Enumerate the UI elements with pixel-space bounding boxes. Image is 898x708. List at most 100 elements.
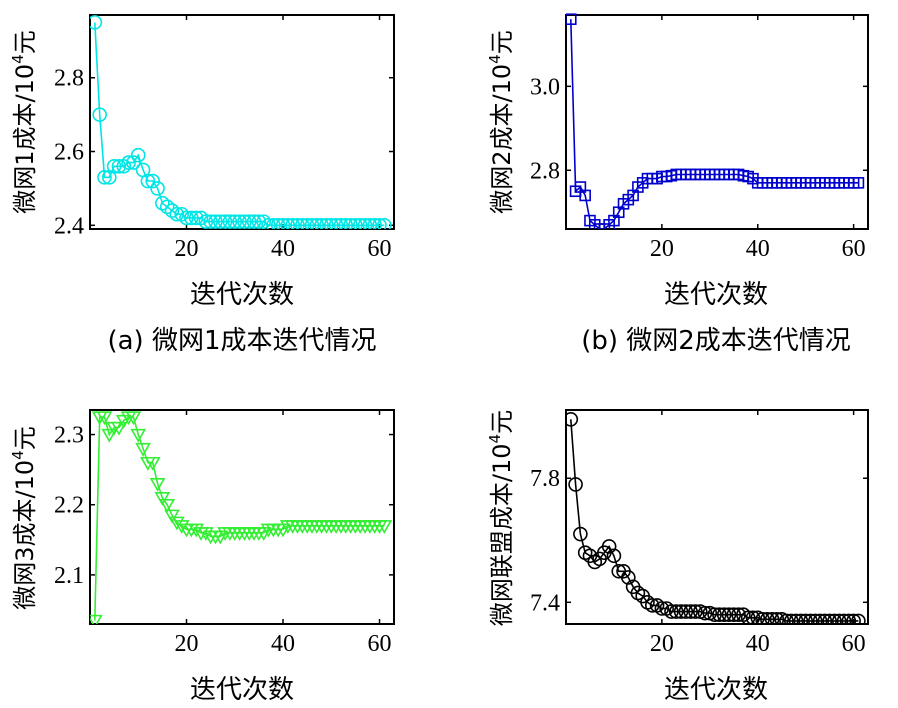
panel-d-ytick-label-7.8: 7.8 [530,466,560,492]
panel-a-point-16 [159,199,175,215]
panel-a-xtick-label-40: 40 [271,236,295,262]
panel-d-ylabel-main: 微网联盟成本/10 [488,443,516,626]
panel-a-point-46 [304,218,320,229]
panel-d-point-36 [731,607,746,622]
panel-d-point-13 [621,570,636,585]
panel-c-point-17 [164,509,180,524]
panel-a-xtick-label-20: 20 [175,236,199,262]
panel-d-xtick-label-20: 20 [650,631,674,657]
panel-c-point-14 [149,477,166,492]
panel-d-point-34 [721,607,737,622]
panel-a-point-57 [357,218,373,229]
panel-b-ylabel-unit: 元 [488,30,516,54]
panel-a-point-8 [121,155,136,170]
panel-a-point-39 [270,218,286,229]
panel-c-point-22 [188,523,205,538]
panel-d-point-48 [788,613,804,624]
panel-d-point-56 [827,613,842,624]
panel-b-plot: 20 40 60 2.8 3.0 [530,13,869,262]
panel-d-point-50 [798,613,813,624]
panel-a-point-24 [198,214,214,229]
svg-text:微网3成本/104元: 微网3成本/104元 [9,426,39,609]
panel-a-caption: (a) 微网1成本迭代情况 [107,326,376,356]
panel-b-xtick-label-20: 20 [650,236,674,262]
panel-d-point-25 [678,604,694,619]
panel-a-point-49 [319,218,334,229]
panel-c-ylabel-main: 微网3成本/10 [11,460,39,610]
panel-a-point-28 [217,214,233,229]
panel-d-point-49 [793,613,809,624]
panel-a-point-55 [348,218,363,229]
panel-a-point-31 [232,214,247,229]
panel-a-ytick-label-2.4: 2.4 [54,213,84,239]
panel-d-point-27 [688,604,703,619]
panel-d-ylabel-unit: 元 [488,410,516,434]
panel-a-ylabel-main: 微网1成本/10 [11,64,39,214]
panel-d-point-60 [846,613,861,624]
panel-b-ylabel-sup: 4 [486,54,504,64]
panel-c-point-1 [90,614,103,624]
panel-d-point-29 [697,605,713,621]
panel-a-point-37 [261,218,276,229]
panel-c-point-3 [96,411,113,426]
panel-c-xtick-label-20: 20 [175,631,199,657]
panel-a-point-18 [169,206,185,222]
panel-a-ytick-label-2.6: 2.6 [54,140,84,166]
panel-d-point-53 [812,613,828,624]
panel-a-point-22 [188,210,204,226]
panel-d-point-51 [803,613,818,624]
panel-a-point-6 [111,158,127,174]
panel-c: 微网3成本/104元 20 40 60 2.1 2.2 2.3 迭代次数 [9,409,395,705]
panel-b-ytick-label-2.8: 2.8 [530,158,560,184]
panel-a-point-26 [208,214,223,229]
panel-c-point-18 [168,516,185,531]
panel-c-xlabel: 迭代次数 [190,675,294,705]
panel-d-point-18 [644,598,660,613]
panel-a-point-44 [295,218,310,229]
panel-a-point-61 [377,218,392,229]
panel-a-point-36 [256,214,272,229]
panel-a-point-43 [290,218,305,229]
panel-a-point-15 [155,195,170,211]
panel-c-point-15 [154,492,171,506]
svg-text:微网2成本/104元: 微网2成本/104元 [486,30,516,213]
panel-d-point-10 [606,548,622,564]
panel-c-point-24 [197,527,214,541]
panel-d-point-32 [712,607,727,622]
panel-a-point-42 [285,218,300,229]
panel-d-xlabel: 迭代次数 [664,675,768,705]
panel-a-series [90,15,392,229]
panel-b-ylabel: 微网2成本/104元 [486,30,516,213]
panel-d-point-43 [764,612,780,624]
panel-a-point-30 [227,214,243,229]
panel-d-point-44 [769,612,785,624]
panel-d-point-39 [745,610,761,624]
panel-d-ylabel: 微网联盟成本/104元 [486,410,516,626]
panel-c-point-6 [111,421,127,436]
panel-b-point-4 [579,189,591,202]
panel-d-point-42 [760,612,775,624]
panel-a-point-50 [323,218,339,229]
panel-a-plot: 20 40 60 2.4 2.6 2.8 [54,14,395,262]
panel-c-point-10 [130,428,147,443]
panel-d-point-38 [740,610,756,624]
panel-a-point-29 [222,214,238,229]
panel-d-point-45 [774,612,790,624]
panel-c-ylabel: 微网3成本/104元 [9,426,39,609]
panel-b-series [566,13,865,229]
panel-a-point-47 [309,218,325,229]
panel-d-point-40 [750,610,766,624]
panel-c-ylabel-unit: 元 [11,426,39,450]
panel-c-xtick-label-60: 60 [368,631,392,657]
panel-a-xlabel: 迭代次数 [190,280,294,310]
panel-d-axes-frame [565,409,869,625]
panel-d-point-61 [851,613,866,624]
panel-c-xtick-label-40: 40 [271,631,295,657]
panel-a-point-1 [90,15,103,30]
panel-d-point-26 [683,604,698,619]
panel-b-caption: (b) 微网2成本迭代情况 [581,326,851,356]
panel-c-point-9 [125,411,142,426]
panel-a: 微网1成本/104元 20 40 60 2.4 2.6 2.8 迭代次数 (a) 微网1成… [9,14,395,356]
panel-c-point-16 [159,499,176,513]
